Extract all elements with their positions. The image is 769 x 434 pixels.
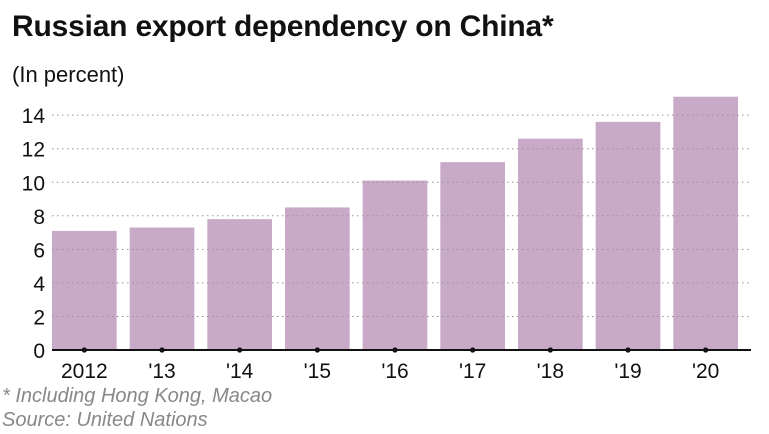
bar-1 [129,227,195,350]
x-tick-dot-4 [392,347,398,353]
y-tick-label-8: 8 [33,206,45,229]
x-tick-label-0: 2012 [61,360,108,383]
footnote: * Including Hong Kong, Macao [2,385,273,407]
x-tick-label-7: '19 [614,360,641,383]
y-tick-label-0: 0 [33,340,45,363]
x-tick-dot-1 [159,347,165,353]
y-tick-label-4: 4 [33,273,45,296]
source-note: Source: United Nations [2,409,208,431]
x-tick-label-4: '16 [381,360,408,383]
x-tick-dot-0 [81,347,87,353]
y-tick-label-10: 10 [22,172,45,195]
x-tick-dot-6 [547,347,553,353]
x-tick-dot-8 [703,347,709,353]
bar-0 [52,230,117,350]
x-tick-label-6: '18 [537,360,564,383]
x-tick-dot-2 [237,347,243,353]
y-tick-label-2: 2 [33,306,45,329]
bar-3 [285,207,350,350]
bar-7 [595,121,661,350]
chart-subtitle: (In percent) [12,62,125,87]
y-tick-label-12: 12 [22,139,45,162]
bar-8 [673,96,738,350]
x-tick-dot-3 [314,347,320,353]
x-tick-label-3: '15 [304,360,331,383]
y-tick-label-14: 14 [22,105,46,128]
x-tick-dot-5 [470,347,476,353]
x-tick-label-5: '17 [459,360,486,383]
bar-6 [518,138,583,350]
bar-5 [440,162,505,350]
x-tick-label-1: '13 [148,360,175,383]
x-tick-label-2: '14 [226,360,254,383]
bar-2 [207,219,272,350]
chart-title: Russian export dependency on China* [12,10,554,43]
y-tick-label-6: 6 [33,239,45,262]
x-tick-label-8: '20 [692,360,719,383]
x-tick-dot-7 [625,347,631,353]
bar-4 [362,180,428,350]
